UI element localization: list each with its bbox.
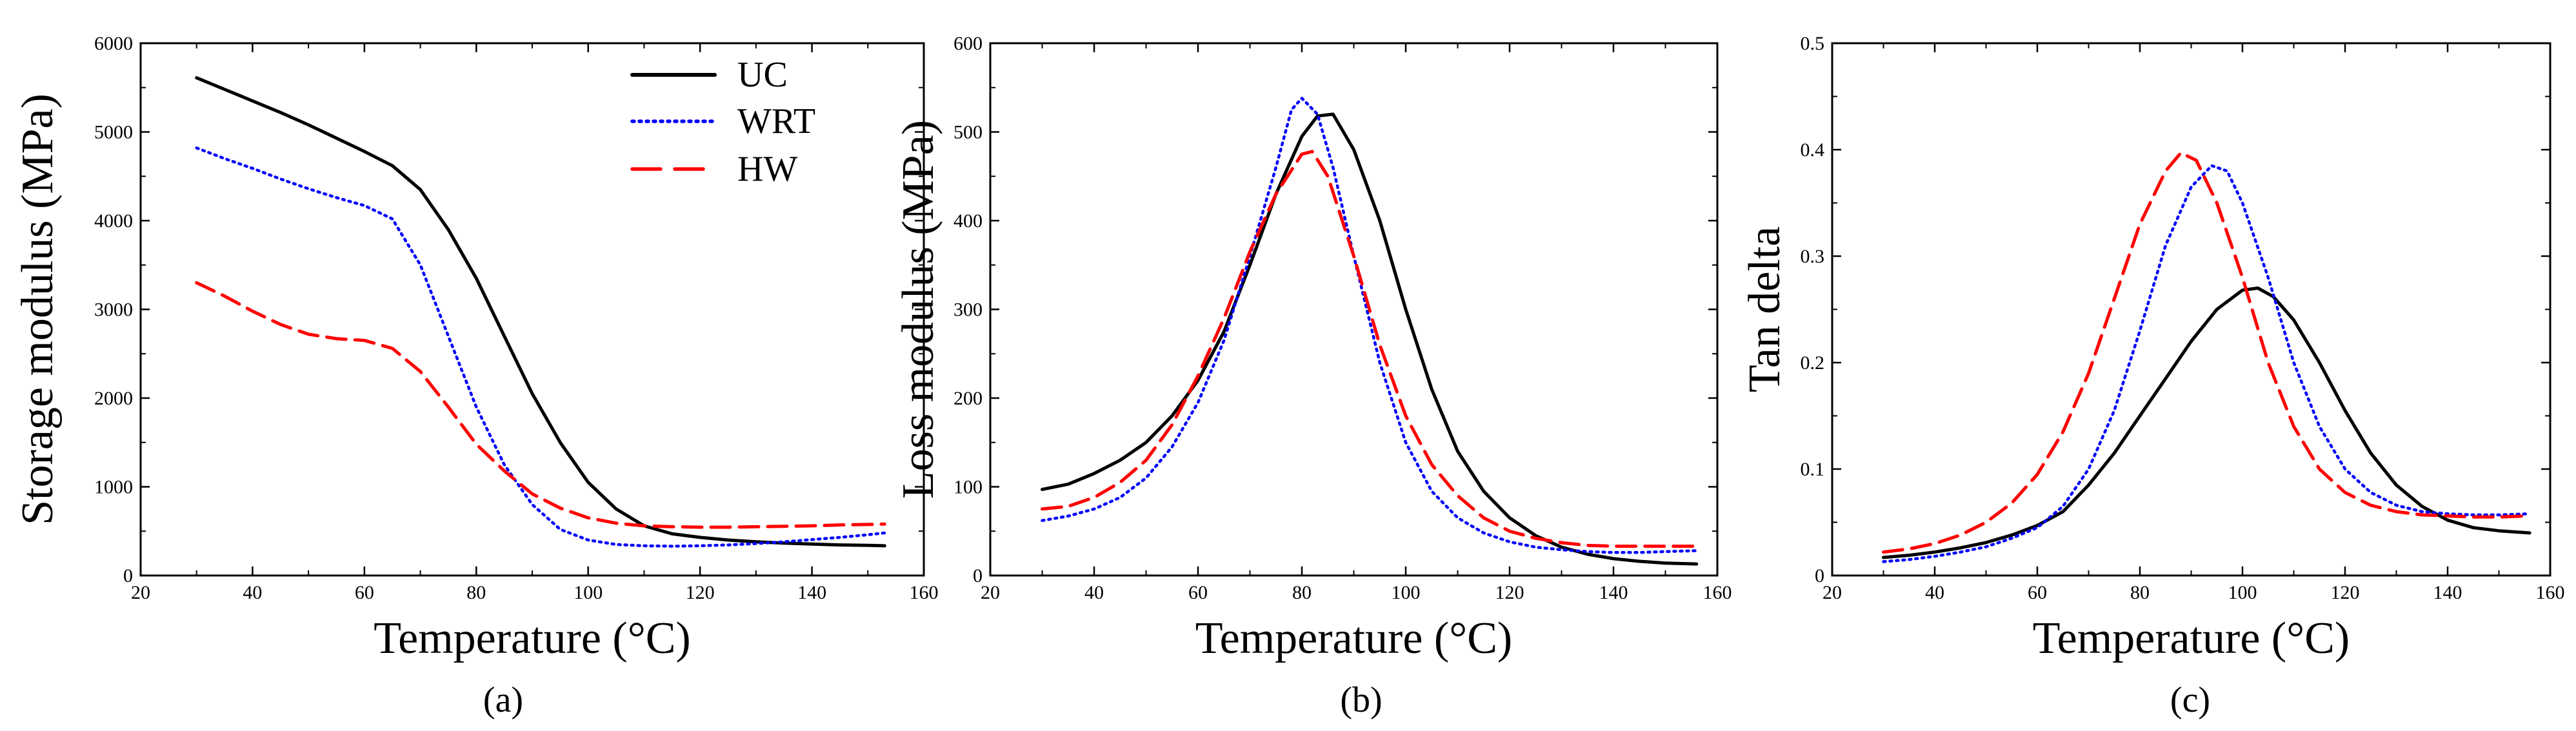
y-tick-label: 0.5 — [1801, 33, 1825, 54]
plot-frame-c — [1831, 42, 2551, 577]
x-tick-label: 40 — [243, 582, 262, 603]
x-tick-label: 160 — [910, 582, 939, 603]
y-tick-label: 600 — [954, 33, 983, 54]
x-tick-label: 80 — [2130, 582, 2150, 603]
y-tick-label: 0.3 — [1801, 246, 1825, 267]
series-line-hw — [1041, 150, 1699, 548]
x-tick-label: 140 — [2433, 582, 2462, 603]
x-tick-label: 120 — [2331, 582, 2360, 603]
x-tick-label: 140 — [1599, 582, 1628, 603]
x-tick-label: 20 — [131, 582, 150, 603]
y-tick-label: 1000 — [94, 477, 133, 498]
x-axis-label: Temperature (°C) — [374, 614, 690, 663]
x-tick-label: 80 — [1292, 582, 1312, 603]
x-tick-label: 60 — [355, 582, 374, 603]
series-line-wrt — [195, 146, 886, 548]
series-line-uc — [1882, 286, 2531, 559]
x-tick-label: 120 — [686, 582, 715, 603]
y-tick-label: 0.2 — [1801, 352, 1825, 374]
y-tick-label: 2000 — [94, 388, 133, 409]
x-tick-label: 40 — [1084, 582, 1104, 603]
panel-caption: (c) — [2170, 680, 2210, 720]
x-tick-label: 80 — [466, 582, 486, 603]
x-axis-label: Temperature (°C) — [2033, 614, 2350, 663]
y-tick-label: 0 — [973, 565, 983, 586]
y-axis-label: Loss modulus (MPa) — [894, 120, 943, 499]
x-tick-label: 60 — [1188, 582, 1208, 603]
x-axis-label: Temperature (°C) — [1195, 614, 1512, 663]
x-tick-label: 160 — [1703, 582, 1732, 603]
panel-caption: (a) — [483, 680, 523, 720]
y-tick-label: 400 — [954, 210, 983, 232]
y-tick-label: 4000 — [94, 210, 133, 232]
y-tick-label: 200 — [954, 388, 983, 409]
x-tick-label: 40 — [1925, 582, 1944, 603]
series-line-uc — [195, 76, 886, 548]
x-tick-label: 160 — [2536, 582, 2565, 603]
series-line-hw — [195, 281, 886, 529]
y-tick-label: 3000 — [94, 299, 133, 321]
y-tick-label: 0.1 — [1801, 459, 1825, 480]
y-axis-label: Tan delta — [1740, 226, 1790, 392]
x-tick-label: 120 — [1495, 582, 1524, 603]
legend-label-wrt: WRT — [737, 101, 815, 141]
x-tick-label: 100 — [574, 582, 603, 603]
y-tick-label: 5000 — [94, 122, 133, 143]
y-tick-label: 0.4 — [1801, 139, 1825, 161]
y-tick-label: 0 — [1815, 565, 1824, 586]
x-tick-label: 20 — [981, 582, 1000, 603]
series-line-wrt — [1882, 164, 2531, 563]
legend-label-hw: HW — [737, 149, 797, 189]
x-tick-label: 100 — [1392, 582, 1421, 603]
legend-label-uc: UC — [737, 55, 788, 95]
y-tick-label: 0 — [123, 565, 133, 586]
panel-b: 20 40 60 80 100 120 140 160 0 100 200 300 400 500 600 T… — [894, 33, 1732, 720]
x-tick-label: 100 — [2228, 582, 2257, 603]
y-axis-label: Storage modulus (MPa) — [13, 94, 63, 525]
panel-caption: (b) — [1340, 680, 1382, 720]
x-tick-label: 60 — [2028, 582, 2047, 603]
legend: UC WRT HW — [630, 55, 815, 189]
panel-c: 20 40 60 80 100 120 140 160 0 0.1 0.2 0.3 0.4 0.5 Temp… — [1740, 33, 2564, 720]
series-line-wrt — [1041, 97, 1699, 554]
series-line-hw — [1882, 151, 2531, 554]
panel-a: 20 40 60 80 100 120 140 160 0 1000 2000 3000 4000 500… — [13, 33, 938, 720]
y-tick-label: 6000 — [94, 33, 133, 54]
x-tick-label: 20 — [1822, 582, 1842, 603]
y-tick-label: 500 — [954, 122, 983, 143]
y-tick-label: 100 — [954, 477, 983, 498]
series-line-uc — [1041, 112, 1699, 566]
x-tick-label: 140 — [797, 582, 826, 603]
y-tick-label: 300 — [954, 299, 983, 321]
